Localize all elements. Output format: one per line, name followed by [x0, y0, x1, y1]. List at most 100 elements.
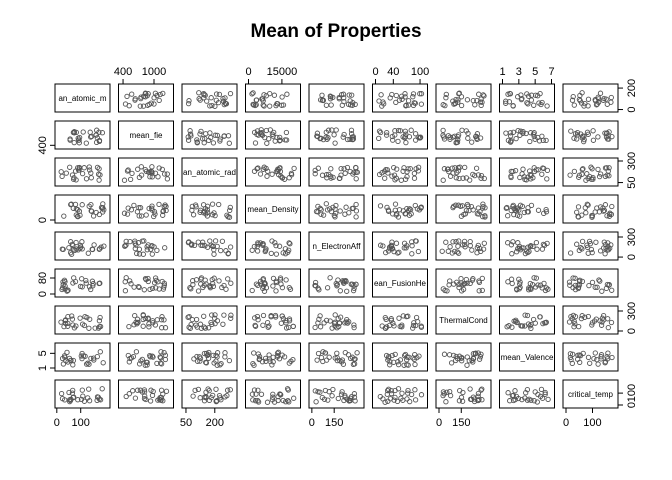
data-point [338, 172, 344, 178]
data-point [201, 92, 207, 98]
data-point [333, 202, 339, 209]
data-point [407, 398, 413, 405]
data-point [589, 279, 596, 286]
data-point [136, 205, 142, 211]
data-point [597, 90, 604, 96]
panel-r0-c8 [562, 83, 619, 113]
data-point [401, 362, 407, 368]
data-point [320, 358, 326, 365]
data-point [465, 203, 471, 209]
data-point [599, 288, 605, 294]
data-point [474, 250, 480, 256]
data-point [129, 91, 135, 97]
data-point [544, 176, 550, 182]
data-point [219, 284, 225, 291]
data-point [403, 313, 410, 320]
data-point [283, 129, 290, 136]
data-point [450, 352, 457, 359]
panel-r2-c1 [118, 157, 174, 187]
data-point [592, 284, 598, 290]
data-point [252, 398, 259, 404]
panel-frame [372, 268, 428, 298]
data-point [479, 287, 485, 294]
data-point [315, 350, 322, 357]
data-point [83, 280, 89, 286]
data-point [508, 173, 514, 179]
data-point [528, 286, 534, 292]
data-point [313, 208, 320, 215]
data-point [332, 140, 338, 146]
data-point [278, 320, 284, 326]
data-point [350, 136, 356, 143]
data-point [273, 288, 279, 294]
data-point [460, 282, 466, 288]
data-point [477, 135, 484, 141]
data-point [513, 249, 520, 255]
data-point [508, 139, 514, 145]
data-point [254, 248, 261, 254]
data-point [597, 171, 604, 177]
data-point [403, 245, 409, 251]
data-point [406, 354, 412, 360]
data-point [201, 313, 207, 319]
data-point [479, 205, 486, 211]
data-point [63, 358, 69, 364]
data-point [463, 276, 469, 283]
data-point [94, 397, 100, 404]
panel-frame [245, 83, 301, 113]
panel-r5-c5: ean_FusionHe [372, 268, 428, 298]
data-point [531, 133, 537, 140]
data-point [185, 314, 191, 320]
data-point [344, 164, 351, 171]
data-point [594, 284, 600, 290]
top-tick-label: 40 [387, 66, 399, 78]
data-point [385, 207, 392, 213]
data-point [149, 318, 156, 324]
data-point [455, 243, 461, 249]
data-point [607, 210, 613, 216]
data-point [532, 92, 539, 98]
data-point [331, 320, 338, 327]
data-point [527, 285, 534, 292]
data-point [479, 275, 485, 282]
data-point [192, 387, 198, 394]
data-point [66, 245, 72, 251]
data-point [578, 315, 585, 322]
data-point [210, 140, 217, 146]
data-point [324, 285, 331, 291]
data-point [531, 102, 537, 108]
data-point [566, 279, 573, 285]
data-point [250, 90, 256, 96]
data-point [87, 129, 93, 135]
data-point [456, 284, 462, 291]
data-point [474, 211, 481, 217]
data-point [276, 356, 283, 362]
panel-frame [245, 342, 301, 372]
data-point [600, 205, 606, 211]
data-point [593, 239, 599, 245]
data-point [350, 205, 356, 211]
panel-r4-c2 [181, 231, 238, 261]
panel-r2-c0 [54, 157, 111, 187]
panel-r6-c4 [308, 305, 365, 335]
data-point [349, 102, 356, 108]
data-point [286, 175, 292, 181]
data-point [136, 361, 143, 367]
panel-frame [181, 305, 238, 335]
panel-frame [435, 305, 492, 335]
data-point [249, 391, 256, 397]
data-point [587, 360, 593, 366]
data-point [133, 319, 139, 325]
data-point [138, 172, 145, 178]
data-point [317, 389, 323, 395]
data-point [69, 316, 76, 322]
data-point [585, 354, 592, 361]
panel-r1-c1: mean_fie [118, 120, 174, 150]
data-point [459, 288, 465, 294]
data-point [121, 177, 128, 183]
data-point [481, 175, 487, 182]
data-point [462, 244, 468, 250]
data-point [161, 282, 168, 288]
data-point [328, 166, 334, 172]
data-point [144, 362, 150, 368]
